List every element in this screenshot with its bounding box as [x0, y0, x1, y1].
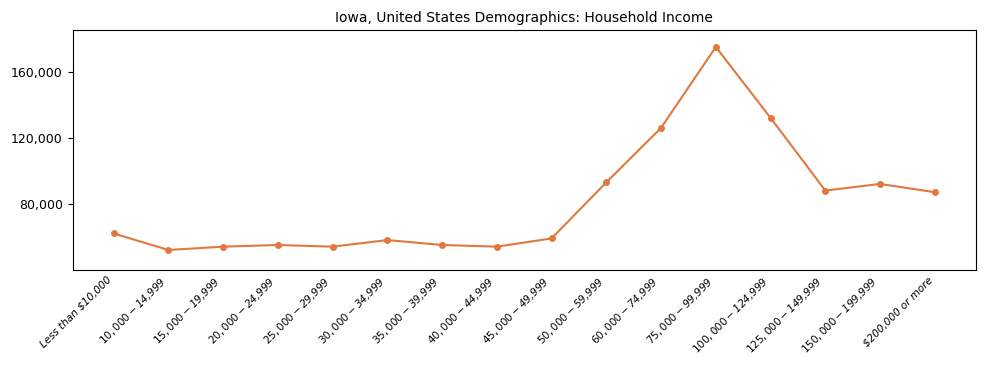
Title: Iowa, United States Demographics: Household Income: Iowa, United States Demographics: Househ…	[335, 11, 713, 25]
